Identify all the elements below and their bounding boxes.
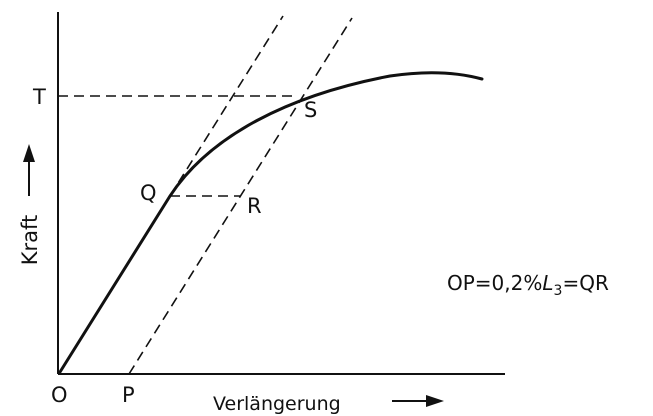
offset-parallel-line [128,17,353,375]
formula-suffix: =QR [562,271,609,295]
point-label-t: T [32,85,46,109]
point-label-s: S [304,98,317,122]
elastic-tangent-line [169,15,284,197]
offset-formula: OP=0,2%L3=QR [447,271,609,299]
point-label-p: P [122,383,135,407]
formula-subscript: 3 [554,283,563,299]
y-axis-label: Kraft [18,215,42,266]
formula-variable: L [542,271,553,295]
formula-prefix: OP=0,2% [447,271,542,295]
point-label-origin: O [51,383,68,407]
x-axis-label: Verlängerung [213,393,341,415]
point-label-q: Q [140,181,157,205]
point-label-r: R [247,194,262,218]
x-axis-arrow-icon [392,395,444,407]
y-axis-arrow-icon [23,144,35,196]
force-extension-curve [58,71,484,374]
